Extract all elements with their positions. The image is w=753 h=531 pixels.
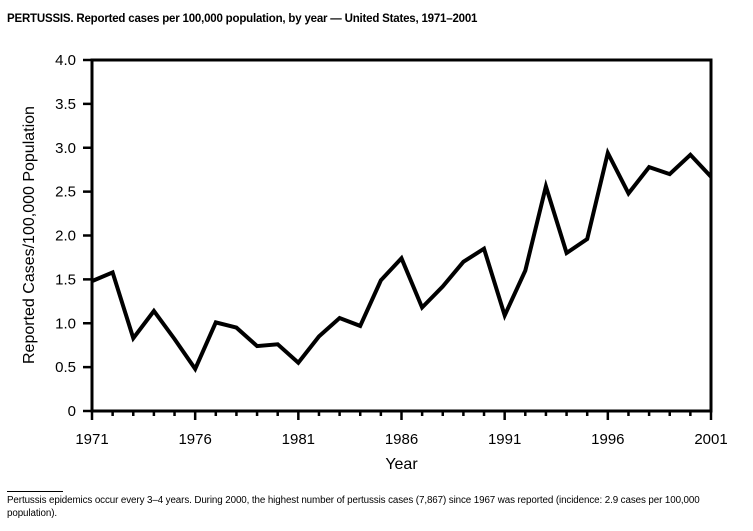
footnote-rule: [7, 491, 63, 492]
y-tick-label: 3.0: [55, 140, 76, 157]
x-axis-title: Year: [385, 456, 418, 473]
y-tick-label: 4.0: [55, 52, 76, 69]
y-tick-label: 1.0: [55, 315, 76, 332]
y-tick-label: 1.5: [55, 271, 76, 288]
y-tick-label: 0.5: [55, 359, 76, 376]
x-tick-label: 1976: [178, 431, 211, 448]
x-tick-label: 1986: [385, 431, 418, 448]
data-line: [91, 147, 713, 373]
x-tick-label: 2001: [694, 431, 727, 448]
footnote-text: Pertussis epidemics occur every 3–4 year…: [7, 495, 700, 519]
x-tick-label: 1996: [591, 431, 624, 448]
x-tick-label: 1991: [488, 431, 521, 448]
y-tick-label: 2.5: [55, 184, 76, 201]
y-tick-label: 2.0: [55, 228, 76, 245]
figure-title: PERTUSSIS. Reported cases per 100,000 po…: [7, 13, 478, 25]
x-tick-label: 1971: [75, 431, 108, 448]
plot-border: [90, 58, 713, 413]
y-tick-label: 0: [68, 403, 76, 420]
x-tick-label: 1981: [282, 431, 315, 448]
y-tick-label: 3.5: [55, 96, 76, 113]
